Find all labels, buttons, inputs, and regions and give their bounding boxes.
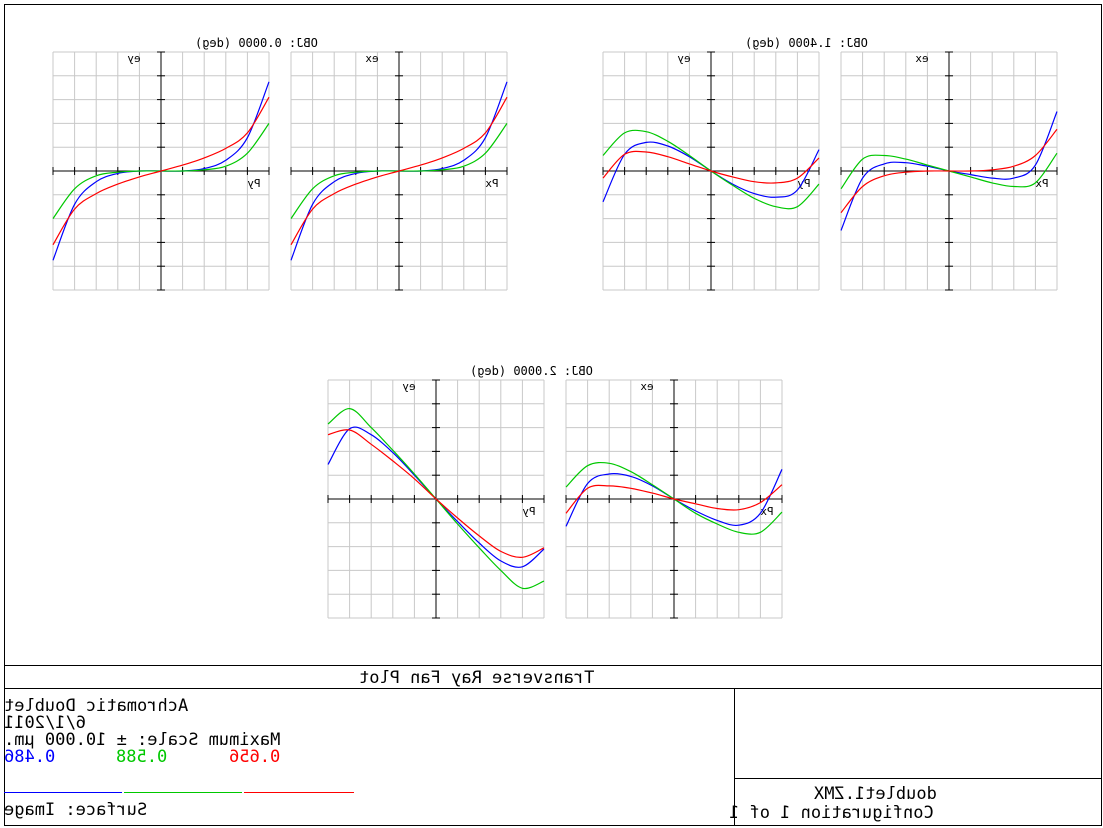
- fan-panel-sagittal: ex Px: [290, 51, 508, 291]
- fan-panel-tangential: ey Py: [327, 379, 545, 619]
- y-axis-label: ey: [402, 380, 416, 393]
- y-axis-label: ey: [677, 52, 691, 65]
- series-curve-red: [327, 429, 545, 558]
- field-label: OBJ: 1.4000 (deg): [745, 36, 868, 50]
- file-name: doublet1.ZMX: [814, 784, 937, 804]
- field-group-1: OBJ: 0.0000 (deg) ey Py ex Px: [52, 36, 508, 291]
- x-axis-label: Px: [485, 177, 499, 190]
- configuration: Configuration 1 of 1: [729, 803, 934, 823]
- field-label: OBJ: 0.0000 (deg): [195, 36, 318, 50]
- footer-top-rule: [4, 665, 1102, 666]
- field-label: OBJ: 2.0000 (deg): [470, 364, 593, 378]
- series-curve-red: [602, 150, 820, 184]
- series-curve-red: [840, 128, 1058, 214]
- title-rule: [4, 688, 1102, 689]
- fan-panel-sagittal: ex Px: [840, 51, 1058, 291]
- wavelength-blue: 0.486: [4, 747, 56, 767]
- surface-label: Surface: Image: [4, 800, 148, 820]
- wavelength-green: 0.588: [116, 747, 168, 767]
- series-curve-red: [565, 484, 783, 514]
- wavelength-red: 0.656: [229, 747, 281, 767]
- x-axis-label: Py: [247, 177, 261, 190]
- series-curve-red: [52, 96, 270, 246]
- x-axis-label: Py: [522, 505, 536, 518]
- wavelength-line-red: [244, 792, 354, 793]
- fan-panel-tangential: ey Py: [52, 51, 270, 291]
- series-curve-red: [290, 96, 508, 246]
- y-axis-label: ex: [640, 380, 654, 393]
- plot-frame: [4, 4, 1102, 826]
- ray-fan-plots: OBJ: 0.0000 (deg) ey Py ex Px OBJ: 1.4000 (de…: [52, 36, 1058, 619]
- y-axis-label: ex: [365, 52, 379, 65]
- plot-title: Transverse Ray Fan Plot: [359, 668, 595, 688]
- wavelength-line-blue: [4, 792, 122, 793]
- wavelength-line-green: [124, 792, 242, 793]
- x-axis-label: Px: [1035, 177, 1049, 190]
- file-rule: [734, 778, 1102, 779]
- y-axis-label: ex: [915, 52, 929, 65]
- y-axis-label: ey: [127, 52, 141, 65]
- footer-divider: [734, 688, 735, 826]
- plot-footer: Transverse Ray Fan Plot Achromatic Doubl…: [4, 660, 1102, 826]
